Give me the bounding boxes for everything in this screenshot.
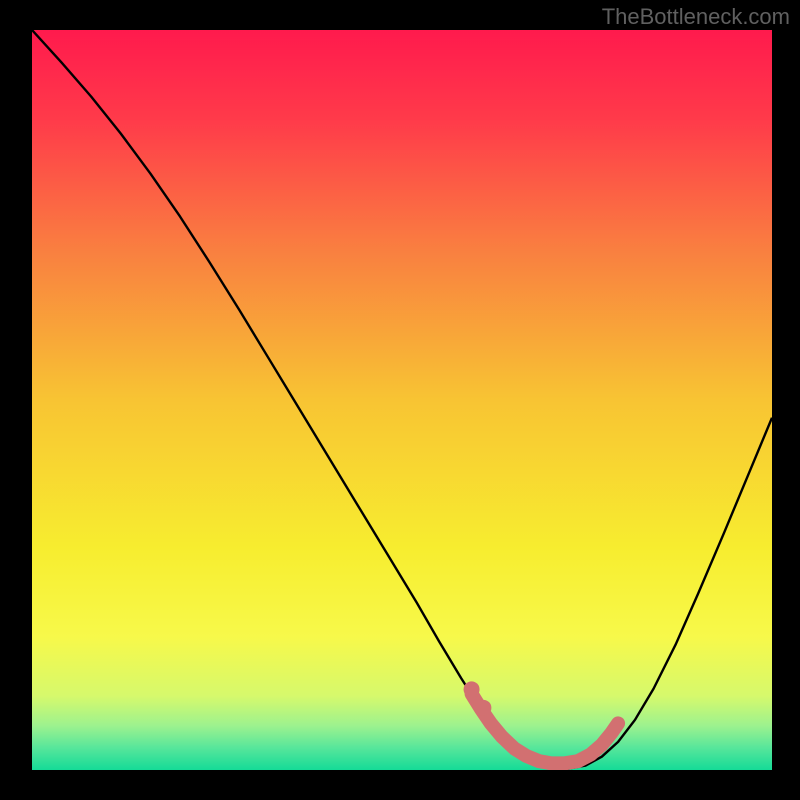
- chart-background: [32, 30, 772, 770]
- chart-svg: [32, 30, 772, 770]
- watermark-text: TheBottleneck.com: [602, 4, 790, 30]
- highlight-dot: [464, 681, 480, 697]
- highlight-dot: [475, 700, 491, 716]
- chart-area: [32, 30, 772, 770]
- root-container: TheBottleneck.com: [0, 0, 800, 800]
